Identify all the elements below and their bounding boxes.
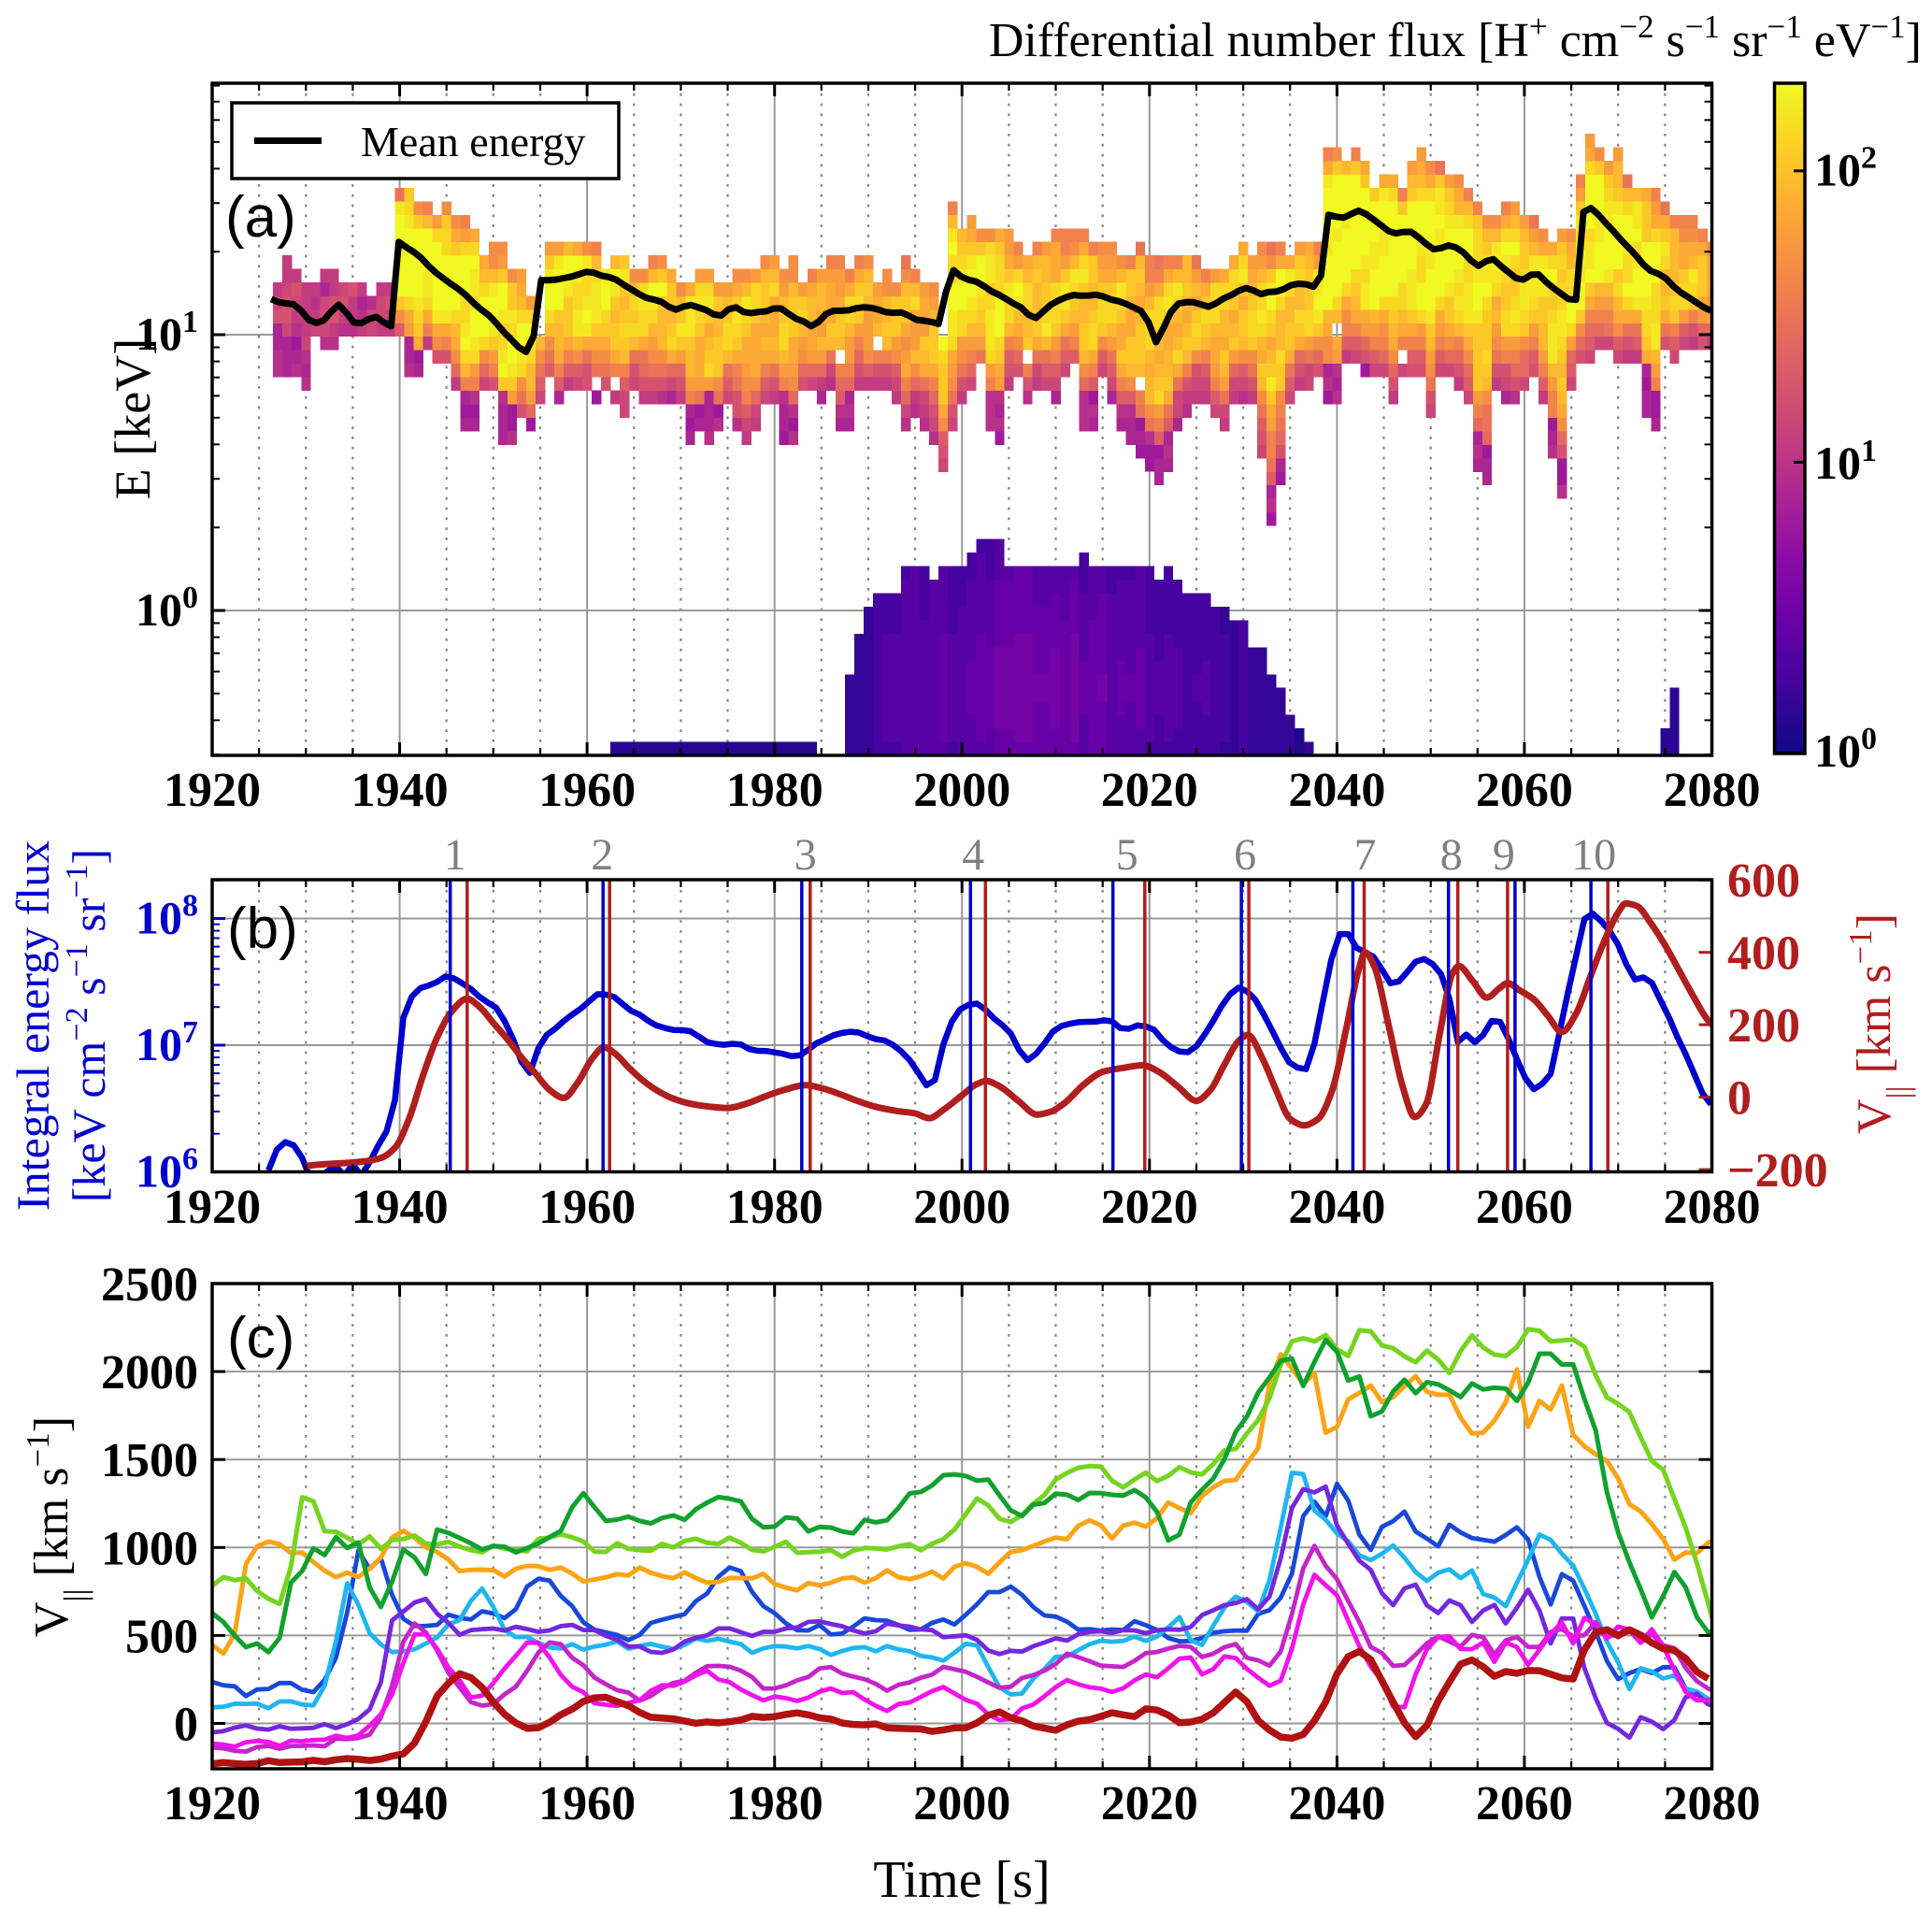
- svg-text:2020: 2020: [1101, 1777, 1198, 1830]
- svg-text:2: 2: [591, 830, 613, 880]
- svg-text:V|| [km s−1]: V|| [km s−1]: [1842, 913, 1916, 1134]
- svg-text:(c): (c): [227, 1306, 294, 1371]
- svg-text:1920: 1920: [164, 1777, 261, 1830]
- svg-text:1960: 1960: [538, 764, 636, 817]
- svg-text:1940: 1940: [351, 1777, 449, 1830]
- svg-text:E [keV]: E [keV]: [105, 338, 161, 499]
- svg-text:2500: 2500: [101, 1258, 198, 1312]
- svg-text:(b): (b): [227, 897, 298, 961]
- svg-text:1000: 1000: [101, 1522, 198, 1575]
- svg-text:8: 8: [1440, 830, 1463, 880]
- svg-text:9: 9: [1493, 830, 1515, 880]
- svg-text:100: 100: [136, 581, 198, 636]
- svg-text:4: 4: [962, 830, 984, 880]
- svg-text:200: 200: [1727, 999, 1800, 1053]
- svg-text:1980: 1980: [726, 1181, 823, 1234]
- svg-text:600: 600: [1727, 854, 1800, 908]
- svg-text:2020: 2020: [1101, 764, 1198, 817]
- svg-text:102: 102: [1814, 141, 1877, 196]
- svg-text:2080: 2080: [1664, 764, 1761, 817]
- svg-text:2040: 2040: [1288, 1181, 1385, 1234]
- svg-text:[keV cm−2 s−1 sr−1]: [keV cm−2 s−1 sr−1]: [60, 849, 115, 1202]
- svg-text:V|| [km s−1]: V|| [km s−1]: [20, 1416, 93, 1637]
- svg-text:2020: 2020: [1101, 1181, 1198, 1234]
- svg-text:(a): (a): [225, 185, 296, 250]
- svg-text:0: 0: [1727, 1072, 1752, 1126]
- svg-text:2000: 2000: [913, 764, 1010, 817]
- svg-text:1960: 1960: [538, 1777, 636, 1830]
- svg-text:10: 10: [1571, 830, 1616, 880]
- svg-text:1940: 1940: [351, 764, 449, 817]
- svg-text:2060: 2060: [1476, 1181, 1573, 1234]
- svg-text:0: 0: [174, 1699, 198, 1752]
- svg-text:1920: 1920: [164, 1181, 261, 1234]
- svg-text:107: 107: [136, 1015, 198, 1070]
- svg-text:Mean energy: Mean energy: [361, 118, 586, 165]
- svg-text:101: 101: [136, 305, 198, 360]
- svg-text:400: 400: [1727, 927, 1800, 981]
- svg-text:1980: 1980: [726, 764, 823, 817]
- svg-text:Integral energy flux: Integral energy flux: [7, 840, 59, 1211]
- svg-text:2000: 2000: [913, 1777, 1010, 1830]
- svg-text:2040: 2040: [1288, 1777, 1385, 1830]
- svg-text:2000: 2000: [101, 1346, 198, 1399]
- svg-text:Time [s]: Time [s]: [873, 1851, 1050, 1904]
- svg-text:2060: 2060: [1476, 1777, 1573, 1830]
- svg-text:2080: 2080: [1664, 1181, 1761, 1234]
- svg-text:2080: 2080: [1664, 1777, 1761, 1830]
- svg-text:1960: 1960: [538, 1181, 636, 1234]
- svg-text:6: 6: [1234, 830, 1256, 880]
- svg-text:−200: −200: [1727, 1144, 1828, 1198]
- svg-text:3: 3: [794, 830, 817, 880]
- svg-text:1: 1: [444, 830, 466, 880]
- svg-text:108: 108: [136, 889, 198, 944]
- svg-text:1500: 1500: [101, 1434, 198, 1487]
- svg-text:5: 5: [1116, 830, 1138, 880]
- svg-text:7: 7: [1354, 830, 1377, 880]
- svg-text:2040: 2040: [1288, 764, 1385, 817]
- svg-text:101: 101: [1814, 434, 1877, 489]
- svg-text:500: 500: [125, 1610, 198, 1663]
- svg-text:Differential number flux [H+ c: Differential number flux [H+ cm−2 s−1 sr…: [989, 8, 1922, 67]
- svg-text:2060: 2060: [1476, 764, 1573, 817]
- svg-text:100: 100: [1814, 722, 1877, 777]
- svg-text:2000: 2000: [913, 1181, 1010, 1234]
- svg-text:1920: 1920: [164, 764, 261, 817]
- svg-text:1940: 1940: [351, 1181, 449, 1234]
- svg-text:106: 106: [136, 1142, 198, 1198]
- svg-text:1980: 1980: [726, 1777, 823, 1830]
